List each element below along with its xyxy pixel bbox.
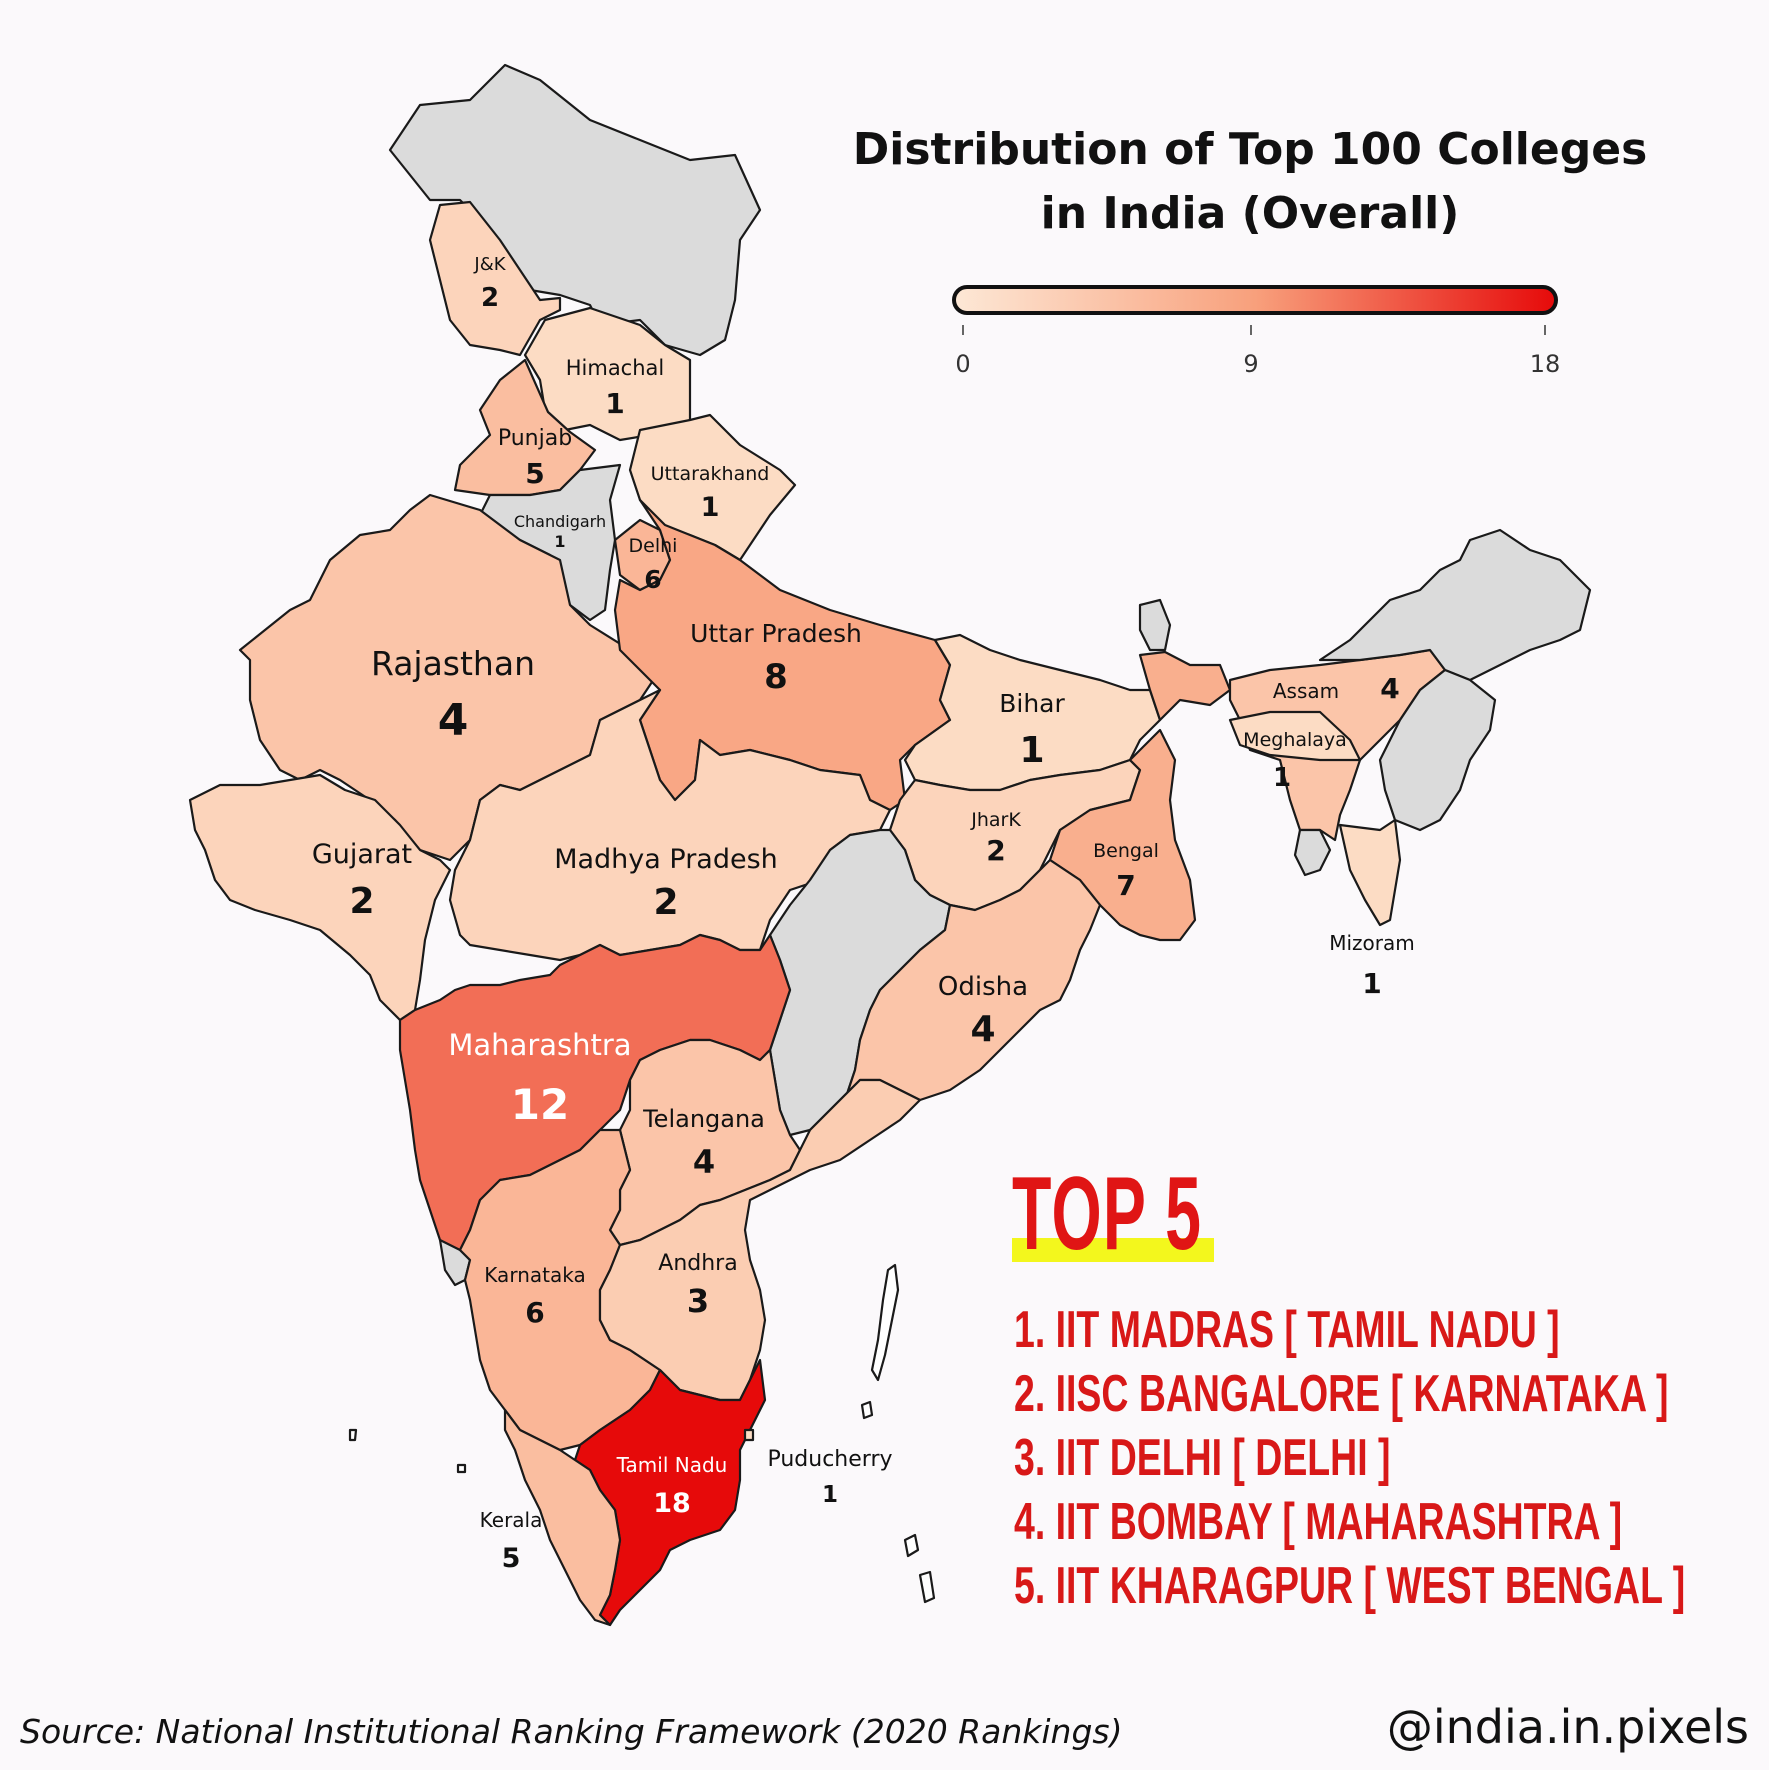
state-value-himachal: 1 (605, 387, 624, 420)
state-label-assam: Assam (1273, 679, 1339, 703)
region-puducherry (743, 1428, 755, 1442)
state-value-kerala: 5 (502, 1543, 521, 1574)
region-jk (428, 200, 562, 357)
state-value-rajasthan: 4 (438, 695, 469, 746)
state-label-puducherry: Puducherry (767, 1447, 892, 1472)
region-meghalaya (1228, 710, 1362, 762)
state-label-telangana: Telangana (642, 1105, 765, 1133)
state-label-gujarat: Gujarat (312, 839, 412, 870)
map-title: Distribution of Top 100 Colleges in Indi… (852, 124, 1648, 239)
region-nagaland-manipur (1378, 668, 1497, 832)
state-label-andhra: Andhra (658, 1251, 737, 1276)
state-value-mp: 2 (653, 882, 678, 923)
top5-highlight (1012, 1238, 1214, 1262)
state-value-puducherry: 1 (822, 1482, 838, 1508)
state-value-bengal: 7 (1116, 869, 1135, 902)
nicobar-island-2 (903, 1533, 920, 1558)
state-label-himachal: Himachal (566, 356, 665, 380)
legend-tick-min (962, 325, 964, 335)
state-value-assam: 4 (1380, 672, 1399, 705)
legend-gradient (954, 287, 1556, 313)
state-value-delhi: 6 (644, 565, 661, 594)
state-label-mizoram: Mizoram (1329, 931, 1415, 955)
top5-heading: TOP 5 (1012, 1156, 1203, 1272)
source-note: Source: National Institutional Ranking F… (20, 1712, 1123, 1751)
region-kerala (503, 1408, 622, 1627)
state-label-kerala: Kerala (480, 1508, 543, 1532)
state-value-uttarakhand: 1 (701, 492, 720, 523)
state-label-bihar: Bihar (999, 689, 1065, 718)
state-label-chandigarh: Chandigarh (514, 512, 606, 531)
state-value-chandigarh: 1 (554, 532, 565, 551)
region-arunachal (1318, 528, 1592, 682)
state-label-punjab: Punjab (498, 426, 572, 451)
state-value-karnataka: 6 (525, 1296, 544, 1329)
state-value-mizoram: 1 (1362, 967, 1381, 1000)
top5-item: 1. IIT MADRAS [ TAMIL NADU ] (1014, 1301, 1560, 1359)
state-label-uttarakhand: Uttarakhand (651, 463, 770, 485)
legend-tick-mid (1250, 325, 1252, 335)
state-value-odisha: 4 (970, 1009, 995, 1050)
top5-item: 2. IISC BANGALORE [ KARNATAKA ] (1014, 1365, 1669, 1423)
state-label-jharkhand: JharK (970, 809, 1021, 831)
state-value-telangana: 4 (693, 1143, 715, 1181)
legend-label-min: 0 (955, 350, 971, 378)
state-value-punjab: 5 (525, 457, 544, 490)
state-value-andhra: 3 (687, 1282, 709, 1320)
region-sikkim (1138, 598, 1172, 652)
lakshadweep-1 (348, 1428, 358, 1442)
state-label-delhi: Delhi (629, 535, 678, 557)
state-label-maharashtra: Maharashtra (448, 1028, 631, 1062)
nicobar-island-1 (860, 1400, 874, 1420)
legend-tick-max (1544, 325, 1546, 335)
top5-item: 3. IIT DELHI [ DELHI ] (1014, 1429, 1391, 1487)
legend-label-max: 18 (1529, 350, 1561, 378)
state-value-maharashtra: 12 (511, 1080, 569, 1129)
region-tripura (1293, 828, 1332, 877)
nicobar-island-3 (918, 1570, 936, 1604)
region-bengal-north (1138, 650, 1232, 722)
legend-bar-outline (952, 285, 1558, 315)
state-label-mp: Madhya Pradesh (554, 844, 778, 875)
state-value-jharkhand: 2 (986, 834, 1005, 867)
top5-list: 1. IIT MADRAS [ TAMIL NADU ] 2. IISC BAN… (1014, 1298, 1769, 1618)
top5-item: 5. IIT KHARAGPUR [ WEST BENGAL ] (1014, 1557, 1686, 1615)
state-label-meghalaya: Meghalaya (1243, 729, 1347, 751)
top5-item: 4. IIT BOMBAY [ MAHARASHTRA ] (1014, 1493, 1623, 1551)
state-value-bihar: 1 (1019, 730, 1044, 771)
state-label-karnataka: Karnataka (484, 1263, 585, 1287)
state-value-up: 8 (764, 657, 788, 697)
state-value-jk: 2 (481, 283, 499, 313)
region-mizoram (1338, 818, 1402, 927)
andaman-islands (870, 1263, 900, 1382)
state-label-odisha: Odisha (938, 972, 1028, 1002)
state-value-gujarat: 2 (349, 881, 374, 922)
state-label-rajasthan: Rajasthan (371, 644, 535, 683)
state-label-up: Uttar Pradesh (690, 619, 862, 648)
legend-label-mid: 9 (1243, 350, 1259, 378)
state-value-tamilnadu: 18 (653, 1488, 691, 1519)
state-label-tamilnadu: Tamil Nadu (616, 1453, 728, 1477)
state-label-jk: J&K (473, 254, 506, 275)
state-value-meghalaya: 1 (1273, 763, 1291, 793)
lakshadweep-2 (456, 1463, 467, 1474)
region-gujarat (188, 773, 452, 1022)
state-label-bengal: Bengal (1093, 840, 1159, 862)
region-odisha (808, 858, 1102, 1132)
credit-handle: @india.in.pixels (1386, 1700, 1749, 1754)
